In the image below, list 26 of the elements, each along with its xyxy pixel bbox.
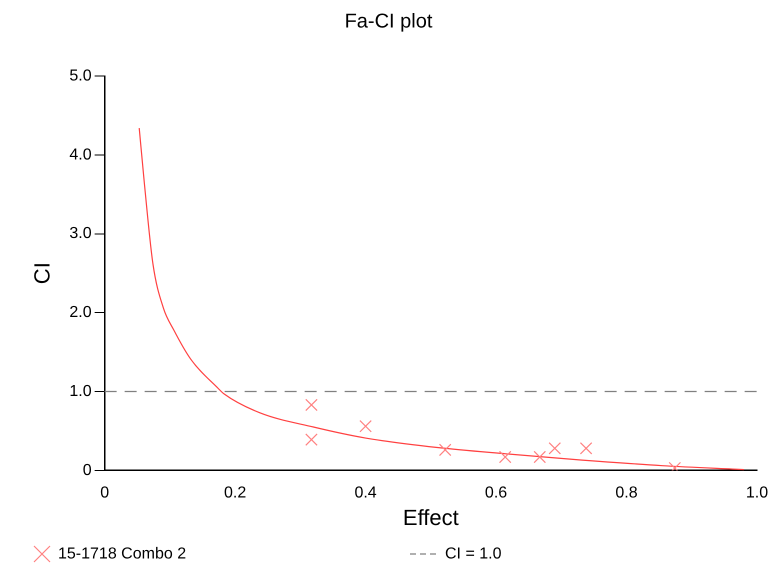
x-tick-label: 0.4 (354, 484, 377, 502)
legend-label: 15-1718 Combo 2 (58, 545, 186, 562)
y-tick-label: 4.0 (69, 146, 92, 164)
point (498, 450, 512, 464)
line-series (138, 127, 745, 470)
x-tick-label: 1.0 (746, 484, 768, 502)
point (305, 398, 318, 412)
x-tick-label: 0.6 (484, 484, 508, 502)
y-tick-label: 3.0 (69, 225, 92, 242)
point (438, 444, 452, 456)
x-tick-label: 0 (100, 484, 110, 502)
x-tick-label: 0.2 (224, 484, 246, 502)
x-axis-title: Effect (402, 504, 459, 530)
y-axis-title: CI (29, 262, 54, 284)
legend-label: CI = 1.0 (445, 545, 502, 562)
y-tick-label: 2.0 (69, 304, 92, 322)
point (305, 433, 318, 446)
point (534, 450, 546, 464)
y-tick-label: 1.0 (69, 382, 92, 400)
y-tick-label: 0 (82, 462, 92, 479)
point (548, 442, 562, 455)
chart-title: Fa-CI plot (344, 10, 433, 33)
y-tick-label: 5.0 (69, 67, 92, 84)
point (359, 420, 372, 432)
x-tick-label: 0.8 (615, 484, 638, 502)
point (580, 442, 592, 455)
